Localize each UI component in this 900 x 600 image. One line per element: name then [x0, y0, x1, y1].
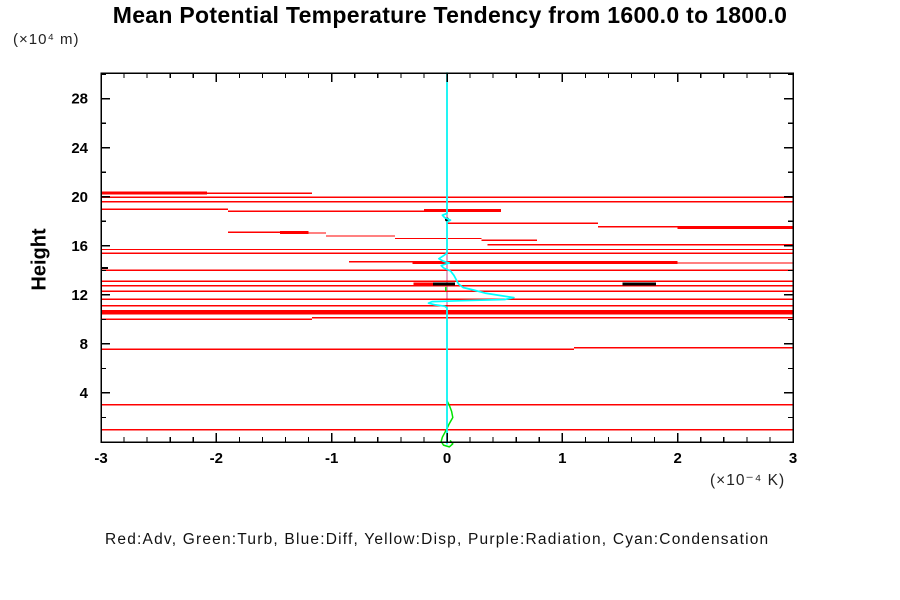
svg-text:28: 28 [71, 91, 88, 108]
chart-title: Mean Potential Temperature Tendency from… [112, 2, 788, 28]
svg-text:4: 4 [80, 385, 89, 402]
svg-text:3: 3 [789, 450, 797, 467]
svg-text:24: 24 [71, 140, 88, 157]
svg-text:20: 20 [71, 189, 88, 206]
y-axis-unit-label: (×10⁴ m) [13, 31, 80, 48]
svg-text:2: 2 [673, 450, 681, 467]
svg-text:0: 0 [443, 450, 451, 467]
x-axis-unit-label: (×10⁻⁴ K) [710, 472, 786, 489]
svg-text:-1: -1 [325, 450, 338, 467]
svg-text:-3: -3 [94, 450, 107, 467]
svg-text:12: 12 [71, 287, 88, 304]
svg-text:-2: -2 [210, 450, 223, 467]
svg-text:1: 1 [558, 450, 566, 467]
svg-text:16: 16 [71, 238, 88, 255]
y-axis-title: Height [28, 228, 51, 291]
svg-text:8: 8 [80, 336, 88, 353]
legend-text: Red:Adv, Green:Turb, Blue:Diff, Yellow:D… [105, 531, 770, 548]
